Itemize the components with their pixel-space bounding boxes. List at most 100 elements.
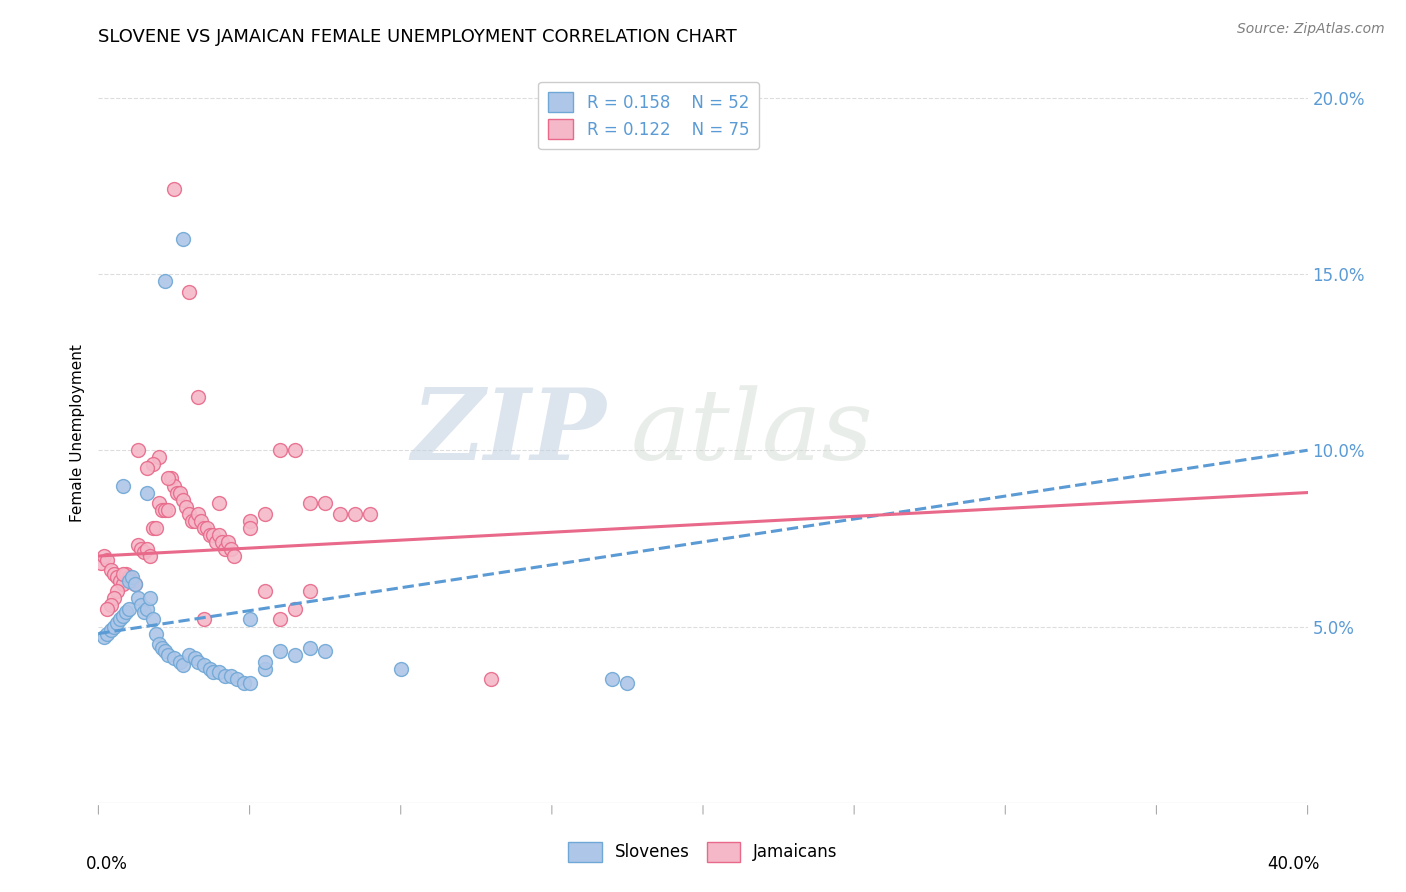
Point: [156, 471, 179, 485]
Point: [314, 644, 336, 658]
Point: [150, 640, 173, 655]
Point: [121, 574, 143, 588]
Point: [148, 496, 170, 510]
Point: [127, 591, 149, 606]
Point: [284, 443, 307, 458]
Point: [114, 566, 136, 581]
Point: [211, 535, 233, 549]
Point: [179, 648, 201, 662]
Point: [202, 528, 225, 542]
Point: [103, 566, 125, 581]
Point: [193, 612, 215, 626]
Point: [108, 612, 131, 626]
Point: [156, 503, 179, 517]
Point: [139, 549, 162, 563]
Point: [163, 182, 186, 196]
Text: SLOVENE VS JAMAICAN FEMALE UNEMPLOYMENT CORRELATION CHART: SLOVENE VS JAMAICAN FEMALE UNEMPLOYMENT …: [98, 28, 737, 45]
Point: [269, 612, 291, 626]
Point: [132, 545, 155, 559]
Point: [239, 521, 262, 535]
Point: [232, 676, 254, 690]
Point: [142, 458, 165, 472]
Point: [184, 651, 207, 665]
Point: [174, 500, 197, 514]
Point: [190, 514, 212, 528]
Point: [184, 514, 207, 528]
Point: [360, 507, 382, 521]
Point: [214, 541, 236, 556]
Point: [100, 623, 122, 637]
Point: [163, 478, 186, 492]
Point: [284, 602, 307, 616]
Point: [187, 507, 209, 521]
Point: [139, 591, 162, 606]
Y-axis label: Female Unemployment: Female Unemployment: [69, 343, 84, 522]
Point: [253, 584, 276, 599]
Point: [105, 584, 128, 599]
Point: [179, 285, 201, 299]
Point: [156, 648, 179, 662]
Point: [145, 521, 167, 535]
Point: [221, 541, 243, 556]
Point: [142, 521, 165, 535]
Point: [135, 485, 157, 500]
Point: [148, 637, 170, 651]
Point: [114, 606, 136, 620]
Point: [187, 655, 209, 669]
Point: [169, 655, 191, 669]
Point: [118, 602, 141, 616]
Point: [269, 644, 291, 658]
Point: [253, 662, 276, 676]
Point: [481, 673, 503, 687]
Point: [389, 662, 412, 676]
Text: atlas: atlas: [630, 385, 873, 480]
Text: Source: ZipAtlas.com: Source: ZipAtlas.com: [1237, 22, 1385, 37]
Point: [124, 577, 146, 591]
Point: [187, 390, 209, 404]
Point: [299, 584, 322, 599]
Point: [118, 574, 141, 588]
Point: [111, 577, 134, 591]
Point: [344, 507, 367, 521]
Point: [153, 274, 176, 288]
Point: [208, 496, 231, 510]
Point: [160, 471, 183, 485]
Point: [602, 673, 624, 687]
Point: [208, 528, 231, 542]
Point: [172, 232, 194, 246]
Point: [239, 514, 262, 528]
Point: [135, 461, 157, 475]
Point: [299, 640, 322, 655]
Point: [100, 599, 122, 613]
Point: [93, 549, 115, 563]
Point: [111, 566, 134, 581]
Point: [224, 549, 246, 563]
Point: [166, 485, 188, 500]
Point: [169, 485, 191, 500]
Point: [103, 591, 125, 606]
Point: [96, 552, 118, 566]
Point: [129, 599, 152, 613]
Point: [179, 507, 201, 521]
Point: [329, 507, 352, 521]
Point: [93, 630, 115, 644]
Point: [129, 541, 152, 556]
Point: [253, 507, 276, 521]
Text: 0.0%: 0.0%: [86, 855, 128, 872]
Point: [269, 443, 291, 458]
Point: [202, 665, 225, 680]
Point: [221, 669, 243, 683]
Point: [200, 528, 222, 542]
Point: [153, 503, 176, 517]
Point: [314, 496, 336, 510]
Point: [105, 570, 128, 584]
Point: [132, 606, 155, 620]
Point: [148, 450, 170, 465]
Point: [284, 648, 307, 662]
Point: [239, 676, 262, 690]
Point: [127, 443, 149, 458]
Point: [163, 651, 186, 665]
Legend: Slovenes, Jamaicans: Slovenes, Jamaicans: [561, 835, 845, 869]
Point: [193, 521, 215, 535]
Point: [205, 535, 228, 549]
